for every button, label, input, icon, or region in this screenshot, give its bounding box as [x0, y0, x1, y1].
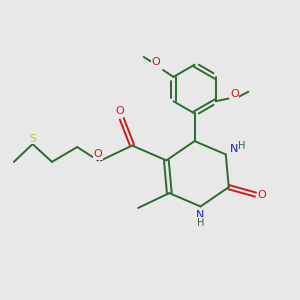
Text: O: O: [115, 106, 124, 116]
Text: O: O: [151, 57, 160, 67]
Text: S: S: [29, 134, 36, 144]
Text: O: O: [258, 190, 266, 200]
Text: O: O: [94, 149, 102, 160]
Text: H: H: [238, 141, 246, 151]
Text: N: N: [196, 210, 205, 220]
Text: O: O: [230, 89, 239, 99]
Text: N: N: [230, 144, 238, 154]
Text: H: H: [197, 218, 204, 228]
